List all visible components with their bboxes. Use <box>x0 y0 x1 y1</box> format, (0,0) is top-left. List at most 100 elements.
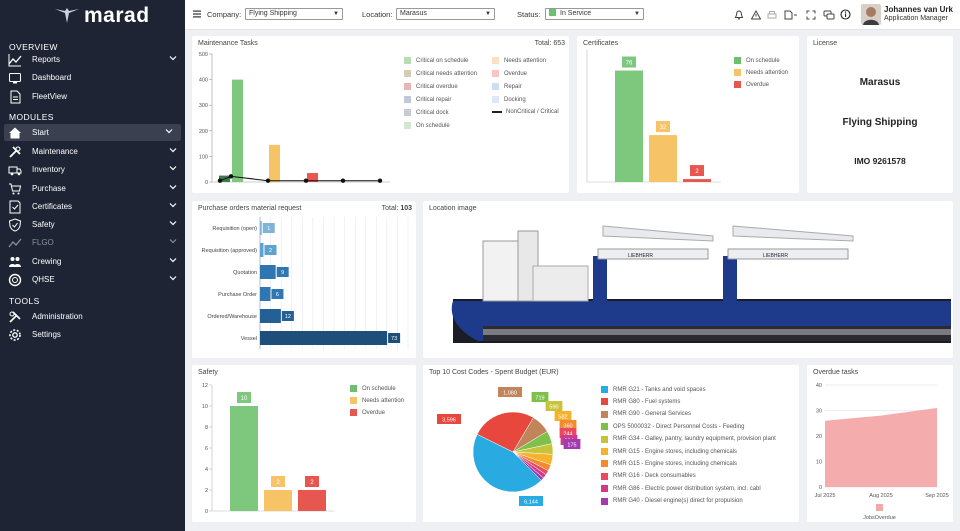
status-select[interactable]: In Service ▼ <box>545 8 644 20</box>
legend-item[interactable]: Overdue <box>350 409 385 416</box>
legend-item[interactable]: On schedule <box>350 385 396 392</box>
line-point[interactable] <box>217 178 223 183</box>
warning-icon[interactable] <box>750 9 762 22</box>
chevron-down-icon[interactable] <box>169 237 177 247</box>
bar[interactable] <box>307 173 318 182</box>
bar[interactable] <box>269 144 280 182</box>
bell-icon[interactable] <box>734 10 744 22</box>
line-point[interactable] <box>303 178 309 183</box>
pie-slice[interactable] <box>476 411 534 453</box>
line-point[interactable] <box>228 174 234 179</box>
bar[interactable] <box>230 406 258 511</box>
logo[interactable]: marad <box>54 4 150 27</box>
sidebar-item-fleetview[interactable]: FleetView <box>0 88 185 105</box>
chevron-down-icon[interactable] <box>169 146 177 156</box>
legend-item[interactable]: Critical on schedule <box>404 57 468 64</box>
export-icon[interactable] <box>784 10 798 22</box>
legend-item[interactable]: Overdue <box>492 70 527 77</box>
bar[interactable] <box>298 490 326 511</box>
chevron-down-icon[interactable] <box>169 201 177 211</box>
company-select[interactable]: Flying Shipping ▼ <box>245 8 343 20</box>
legend-item[interactable]: RMR G16 - Deck consumables <box>601 472 696 480</box>
printer-icon[interactable] <box>767 10 777 22</box>
legend-item[interactable]: Needs attention <box>734 69 788 76</box>
chevron-down-icon[interactable] <box>165 127 173 137</box>
legend-item[interactable]: On schedule <box>734 57 780 64</box>
legend-item[interactable]: On schedule <box>404 122 450 129</box>
legend-label: Overdue <box>504 70 528 77</box>
sidebar-item-flgo[interactable]: FLGO <box>0 234 185 251</box>
bar[interactable] <box>260 221 262 235</box>
legend-item[interactable]: Docking <box>492 96 526 103</box>
legend-item[interactable]: RMR G21 - Tanks and void spaces <box>601 386 706 393</box>
bar[interactable] <box>264 490 292 511</box>
legend-item[interactable]: Needs attention <box>350 397 404 404</box>
legend-item[interactable]: RMR G15 - Engine stores, including chemi… <box>601 460 737 468</box>
sidebar-item-administration[interactable]: Administration <box>0 308 185 325</box>
legend-item[interactable]: Critical needs attention <box>404 70 477 77</box>
chevron-down-icon[interactable] <box>169 219 177 229</box>
chevron-down-icon[interactable] <box>169 274 177 284</box>
chat-icon[interactable] <box>823 10 835 22</box>
legend-item[interactable]: Critical overdue <box>404 83 458 90</box>
legend-item[interactable]: RMR G40 - Diesel engine(s) direct for pr… <box>601 497 743 505</box>
bar[interactable] <box>683 179 711 182</box>
sidebar-item-dashboard[interactable]: Dashboard <box>0 69 185 86</box>
sidebar-item-inventory[interactable]: Inventory <box>0 161 185 178</box>
legend-item[interactable]: NonCritical / Critical <box>492 109 559 115</box>
chevron-down-icon[interactable] <box>169 256 177 266</box>
line-series <box>219 175 380 182</box>
legend-item[interactable]: RMR G90 - General Services <box>601 410 691 418</box>
line-point[interactable] <box>377 178 383 183</box>
bar[interactable] <box>260 287 271 301</box>
line-point[interactable] <box>265 178 271 183</box>
bar[interactable] <box>260 243 264 257</box>
maintenance-chart: 0 100 200 300 400 500 <box>199 52 390 186</box>
bar[interactable] <box>615 70 643 182</box>
area-series[interactable] <box>825 407 937 487</box>
legend-item[interactable]: RMR G15 - Engine stores, including chemi… <box>601 448 737 455</box>
certificate-icon <box>8 200 22 214</box>
bar[interactable] <box>260 331 388 345</box>
legend-item[interactable]: Overdue <box>734 81 769 88</box>
bar[interactable] <box>232 79 243 182</box>
user-name[interactable]: Johannes van Urk <box>884 5 953 14</box>
legend-label: On schedule <box>362 385 396 392</box>
legend-item[interactable]: OPS 5000032 - Direct Personnel Costs - F… <box>601 423 744 431</box>
sidebar-item-safety[interactable]: Safety <box>0 216 185 233</box>
pie-slice[interactable] <box>472 433 542 493</box>
legend-item[interactable]: RMR G80 - Fuel systems <box>601 398 680 406</box>
legend-item[interactable]: Needs attention <box>492 57 546 64</box>
sidebar-item-certificates[interactable]: Certificates <box>0 198 185 215</box>
pie-slice[interactable] <box>512 451 544 481</box>
sidebar-item-start[interactable]: Start <box>4 124 181 141</box>
fullscreen-icon[interactable] <box>806 10 816 22</box>
line-point[interactable] <box>340 178 346 183</box>
legend-item[interactable]: RMR G86 - Electric power distribution sy… <box>601 485 761 493</box>
bar[interactable] <box>649 135 677 182</box>
data-label-box <box>531 392 549 402</box>
chevron-down-icon[interactable] <box>169 183 177 193</box>
sidebar-item-maintenance[interactable]: Maintenance <box>0 143 185 160</box>
avatar[interactable] <box>861 4 881 25</box>
data-label-box <box>545 401 563 411</box>
legend-label: Critical dock <box>416 109 449 116</box>
sidebar-item-crewing[interactable]: Crewing <box>0 253 185 270</box>
chevron-down-icon[interactable] <box>169 164 177 174</box>
data-label-box <box>563 439 581 449</box>
bar[interactable] <box>260 309 281 323</box>
legend-item[interactable]: Critical repair <box>404 96 451 103</box>
info-icon[interactable] <box>840 9 851 22</box>
bar[interactable] <box>260 265 276 279</box>
legend-item[interactable]: Critical dock <box>404 109 449 116</box>
legend-label[interactable]: JobsOverdue <box>863 515 896 521</box>
location-select[interactable]: Marasus ▼ <box>396 8 495 20</box>
sidebar-item-qhse[interactable]: QHSE <box>0 271 185 288</box>
legend-item[interactable]: Repair <box>492 83 522 90</box>
chevron-down-icon[interactable] <box>169 54 177 64</box>
sidebar-item-purchase[interactable]: Purchase <box>0 180 185 197</box>
sidebar-item-reports[interactable]: Reports <box>0 51 185 68</box>
sidebar-item-settings[interactable]: Settings <box>0 326 185 343</box>
hamburger-menu-icon[interactable] <box>193 10 201 20</box>
legend-item[interactable]: RMR G34 - Galley, pantry, laundry equipm… <box>601 435 776 443</box>
